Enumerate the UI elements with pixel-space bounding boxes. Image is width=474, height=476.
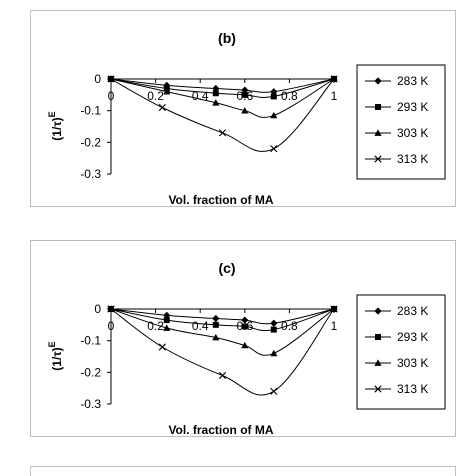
chart-c-legend	[356, 294, 446, 410]
chart-b-legend-label: 313 K	[397, 152, 428, 166]
chart-b-point	[270, 111, 278, 119]
chart-b-point	[270, 93, 277, 100]
chart-b-series-line	[110, 78, 335, 98]
chart-b-point	[212, 99, 220, 106]
chart-b-point	[241, 91, 248, 98]
chart-b-legend-label: 293 K	[397, 100, 428, 114]
chart-b-point	[218, 129, 227, 137]
chart-c-legend-marker	[374, 385, 382, 393]
chart-b-y-label: (1/τ)E	[47, 111, 64, 140]
chart-c-point	[212, 321, 219, 328]
chart-c-point	[270, 319, 278, 327]
chart-c-series-line	[110, 308, 335, 396]
chart-c-point	[241, 341, 249, 349]
chart-b-legend-marker	[374, 129, 382, 136]
chart-c-legend-label: 313 K	[397, 382, 428, 396]
chart-b-legend-label: 283 K	[397, 74, 428, 88]
chart-c-x-tick-label: 0.2	[147, 319, 164, 333]
chart-b-legend-label: 303 K	[397, 126, 428, 140]
chart-c-x-tick-label: 0.8	[281, 319, 298, 333]
chart-b-x-tick-label: 0.8	[281, 89, 298, 103]
chart-c-series-line	[110, 308, 335, 332]
chart-b-point	[107, 75, 115, 83]
chart-c-legend-marker	[375, 334, 381, 340]
chart-c-title: (c)	[218, 260, 235, 276]
chart-b-legend-marker	[375, 104, 381, 110]
chart-b-point	[241, 107, 249, 114]
chart-c-x-label: Vol. fraction of MA	[168, 423, 273, 436]
chart-c-legend-label: 283 K	[397, 304, 428, 318]
chart-c-y-tick-label: 0	[94, 302, 101, 316]
chart-c-series-line	[110, 308, 335, 356]
chart-b-title: (b)	[218, 30, 236, 46]
chart-c-legend-marker	[374, 307, 382, 315]
chart-b-y-tick-label: -0.2	[80, 135, 101, 149]
chart-b-y-tick-label: -0.3	[80, 167, 101, 181]
chart-c-point	[218, 371, 227, 380]
chart-b-point	[330, 75, 338, 83]
chart-c-legend-label: 303 K	[397, 356, 428, 370]
chart-c-point	[270, 349, 278, 357]
chart-c-x-tick-label: 0.4	[192, 319, 209, 333]
chart-c-point	[163, 317, 170, 324]
chart-b-x-label: Vol. fraction of MA	[168, 193, 273, 206]
chart-b-legend-marker	[374, 155, 382, 163]
chart-c-y-tick-label: -0.2	[80, 365, 101, 379]
next-panel-edge	[30, 466, 456, 476]
chart-c-point	[241, 323, 248, 330]
chart-b-point	[158, 103, 166, 112]
chart-b-x-tick-label: 0	[108, 89, 115, 103]
chart-c-legend-label: 293 K	[397, 330, 428, 344]
chart-c-point	[212, 314, 220, 323]
chart-b-series-line	[110, 78, 335, 93]
chart-c-point	[158, 343, 166, 351]
chart-c-y-tick-label: -0.3	[80, 397, 101, 411]
chart-b-y-tick-label: 0	[94, 72, 101, 86]
chart-b-x-tick-label: 0.2	[147, 89, 164, 103]
chart-b-legend	[356, 64, 446, 180]
chart-c-y-tick-label: -0.1	[80, 334, 101, 348]
chart-c-x-tick-label: 1	[331, 319, 338, 333]
chart-c-point	[330, 305, 338, 313]
chart-b-point	[212, 90, 219, 97]
chart-b-series-line	[110, 78, 335, 118]
chart-c-y-label: (1/τ)E	[47, 341, 64, 370]
chart-c-x-tick-label: 0	[108, 319, 115, 333]
chart-c-series-line	[110, 308, 335, 325]
chart-b-x-tick-label: 1	[331, 89, 338, 103]
chart-b-legend-marker	[374, 77, 382, 85]
chart-c-point	[212, 333, 220, 341]
chart-c-point	[107, 305, 115, 313]
chart-b-point	[163, 88, 171, 95]
chart-b-y-tick-label: -0.1	[80, 104, 101, 118]
chart-b-point	[270, 145, 278, 153]
chart-c-point	[163, 324, 171, 331]
chart-c-legend-marker	[374, 359, 382, 366]
chart-c-point	[270, 326, 277, 333]
chart-c-point	[270, 387, 278, 395]
